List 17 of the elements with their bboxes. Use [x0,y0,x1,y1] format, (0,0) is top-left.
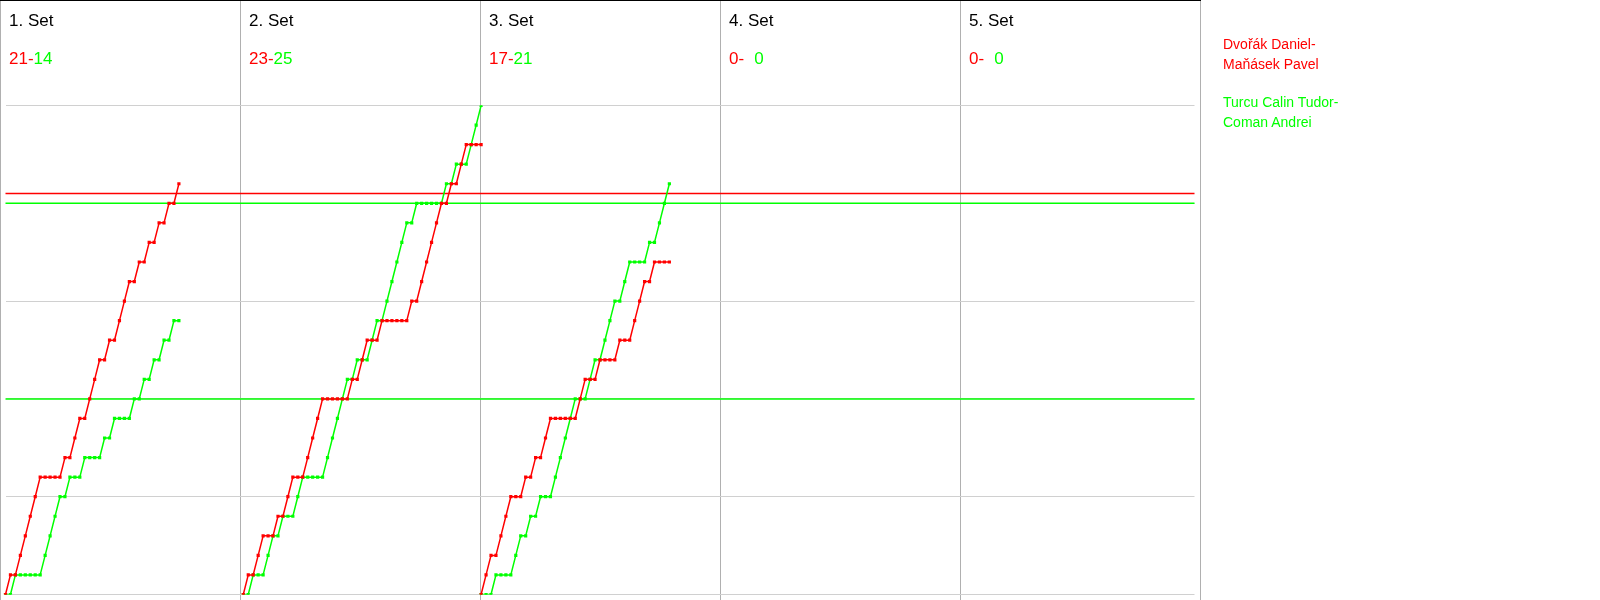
text: 0 [754,49,764,68]
text: 0- [729,49,745,68]
text: 2. Set [249,11,294,31]
text: 23- [249,49,274,68]
text: 14 [33,49,53,68]
text: Turcu Calin Tudor-Coman Andrei [1223,93,1340,132]
text: 1. Set [9,11,54,31]
text: 0- [969,49,985,68]
text: Dvořák Daniel-Maňásek Pavel [1223,35,1320,74]
text: 4. Set [729,11,774,31]
text: 3. Set [489,11,534,31]
text: 21- [9,49,34,68]
text: 21 [513,49,533,68]
text: 5. Set [969,11,1014,31]
text: 25 [273,49,293,68]
text: 0 [994,49,1004,68]
text: 17- [489,49,514,68]
